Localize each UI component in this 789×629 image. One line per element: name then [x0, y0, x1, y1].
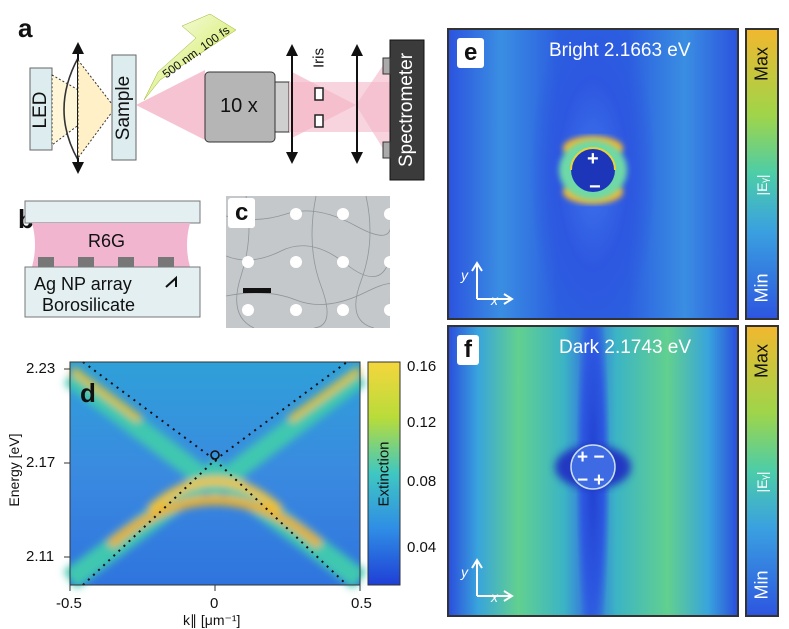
- xy-axes-icon: [471, 261, 514, 305]
- bright-minus-charge: −: [589, 176, 601, 198]
- axis-x-label-e: x: [491, 292, 498, 308]
- objective-label: 10 x: [220, 95, 258, 117]
- sample-cell-diagram: [24, 200, 201, 318]
- sem-particles: [226, 196, 390, 328]
- colorbar-f-mid: |Eᵧ|: [754, 471, 770, 493]
- y-tick-2.11: 2.11: [26, 548, 55, 565]
- colorbar-tick-0.08: 0.08: [407, 473, 437, 490]
- y-axis-title: Energy [eV]: [6, 433, 22, 507]
- colorbar-tick-0.16: 0.16: [407, 358, 437, 375]
- spectrometer-box: [389, 39, 425, 181]
- laser-beam-arrow: [143, 13, 237, 101]
- panel-c-label: c: [228, 198, 256, 228]
- panel-e-title: Bright 2.1663 eV: [549, 40, 691, 61]
- panel-f-label: f: [457, 335, 479, 365]
- x-tick--0.5: -0.5: [56, 595, 82, 612]
- colorbar-f-max: Max: [751, 343, 772, 379]
- optical-setup-diagram: [29, 13, 425, 181]
- colorbar-e-max: Max: [751, 46, 772, 82]
- colorbar-tick-0.04: 0.04: [407, 539, 437, 556]
- field-colorbar-f: Max |Eᵧ| Min: [745, 325, 779, 617]
- dark-mode-marker: [210, 450, 220, 460]
- x-axis-title: k∥ [μm⁻¹]: [183, 612, 241, 628]
- borosilicate-label: Borosilicate: [42, 295, 136, 315]
- axis-y-label-e: y: [461, 267, 468, 283]
- colorbar-f-min: Min: [751, 570, 772, 600]
- heatmap-bands: [63, 366, 367, 589]
- panel-f-title: Dark 2.1743 eV: [559, 337, 692, 358]
- colorbar-e-min: Min: [751, 273, 772, 303]
- r6g-label: R6G: [88, 231, 126, 251]
- sample-label: Sample: [113, 75, 134, 141]
- dispersion-heatmap: [63, 361, 401, 591]
- field-colorbar-e: Max |Eᵧ| Min: [745, 28, 779, 320]
- dark-mode-particle: [555, 444, 631, 490]
- bright-mode-particle: [559, 136, 627, 204]
- bright-mode-field-map: e Bright 2.1663 eV + − y x: [447, 28, 739, 320]
- colorbar-e-mid: |Eᵧ|: [754, 174, 770, 196]
- panel-d-label: d: [80, 378, 96, 408]
- ag-np-array-label: Ag NP array: [34, 274, 132, 294]
- y-tick-2.17: 2.17: [26, 454, 56, 471]
- bright-plus-charge: +: [587, 148, 599, 170]
- x-tick-0: 0: [210, 595, 219, 612]
- axis-y-label-f: y: [461, 564, 468, 580]
- y-tick-2.23: 2.23: [26, 360, 56, 377]
- xy-axes-icon: [471, 558, 514, 602]
- panel-e-label: e: [457, 38, 485, 68]
- led-label: LED: [30, 91, 51, 129]
- sample-box: [111, 54, 137, 161]
- dark-charges-bottom: − +: [577, 470, 605, 491]
- spectrometer-label: Spectrometer: [396, 52, 417, 168]
- colorbar-tick-0.12: 0.12: [407, 414, 437, 431]
- iris-label: Iris: [310, 48, 328, 68]
- dark-mode-field-map: f Dark 2.1743 eV + − − + y x: [447, 325, 739, 617]
- extinction-colorbar: [367, 361, 401, 586]
- scale-bar: [243, 288, 271, 293]
- axis-x-label-f: x: [491, 589, 498, 605]
- x-tick-0.5: 0.5: [351, 595, 372, 612]
- sem-image: c: [226, 196, 390, 328]
- dark-charges-top: + −: [577, 447, 605, 468]
- colorbar-label: Extinction: [375, 441, 393, 507]
- panel-a-label: a: [18, 13, 33, 43]
